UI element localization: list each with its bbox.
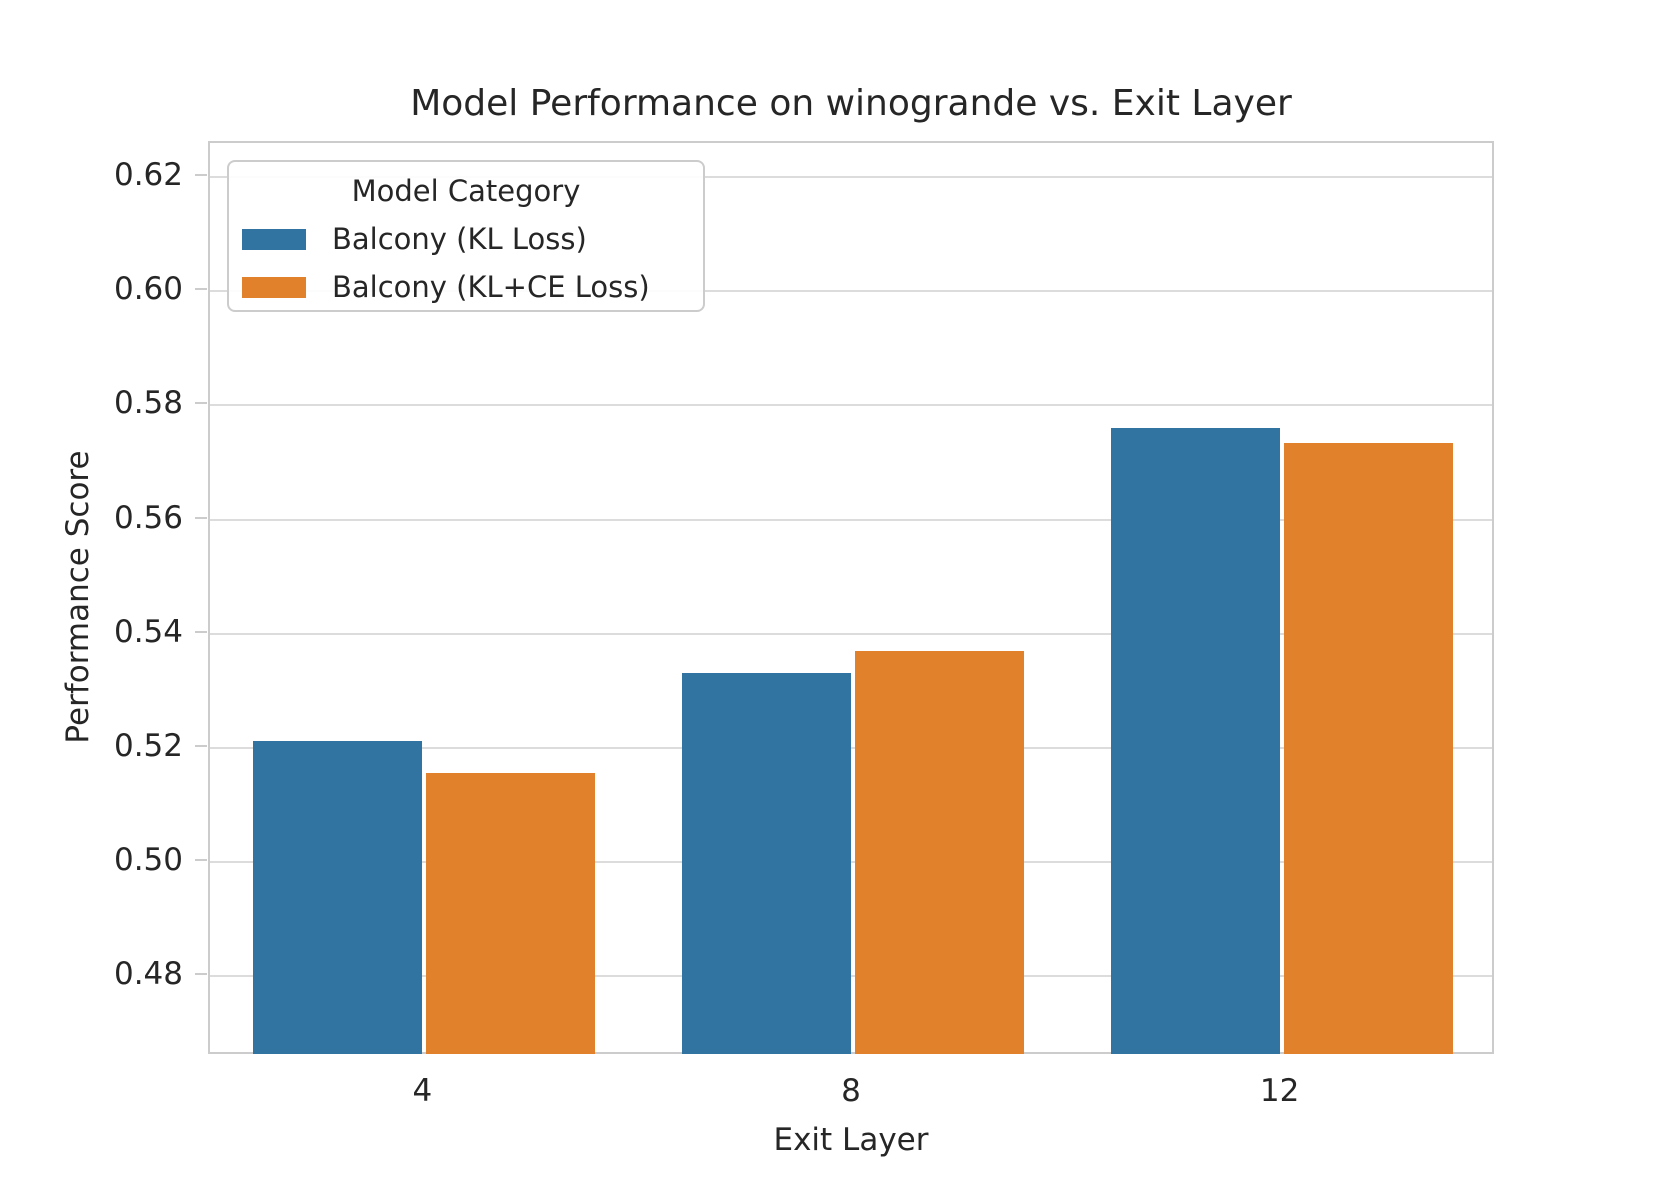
y-tick-mark (195, 516, 207, 519)
y-tick-label: 0.48 (113, 956, 183, 993)
x-axis-label: Exit Layer (773, 1122, 929, 1158)
bar-balcony-kl-loss--x4 (253, 741, 423, 1054)
legend-item: Balcony (KL+CE Loss) (242, 270, 650, 304)
bar-balcony-kl-ce-loss--x8 (855, 650, 1024, 1054)
y-tick-label: 0.54 (113, 613, 183, 650)
gridline (210, 518, 1492, 521)
gridline (210, 632, 1492, 635)
y-tick-mark (195, 973, 207, 976)
x-tick-label: 8 (841, 1073, 861, 1109)
y-tick-label: 0.62 (113, 157, 183, 194)
bar-balcony-kl-loss--x8 (682, 673, 851, 1054)
y-tick-mark (195, 744, 207, 747)
y-tick-label: 0.60 (113, 271, 183, 308)
y-tick-label: 0.58 (113, 385, 183, 422)
gridline (210, 860, 1492, 863)
y-tick-label: 0.56 (113, 499, 183, 536)
y-tick-mark (195, 174, 207, 177)
plot-area: Model Category Balcony (KL Loss) Balcony … (208, 141, 1494, 1054)
bar-balcony-kl-ce-loss--x12 (1283, 442, 1453, 1054)
legend-item-label: Balcony (KL+CE Loss) (332, 270, 650, 304)
bar-balcony-kl-loss--x12 (1110, 427, 1280, 1054)
bar-balcony-kl-ce-loss--x4 (426, 772, 596, 1054)
y-tick-mark (195, 288, 207, 291)
legend: Model Category Balcony (KL Loss) Balcony … (227, 160, 705, 312)
legend-item: Balcony (KL Loss) (242, 222, 587, 256)
y-tick-mark (195, 402, 207, 405)
gridline (210, 290, 1492, 293)
y-tick-label: 0.50 (113, 841, 183, 878)
y-tick-label: 0.52 (113, 727, 183, 764)
y-tick-mark (195, 630, 207, 633)
legend-swatch-icon (242, 276, 306, 298)
chart-title: Model Performance on winogrande vs. Exit… (410, 83, 1292, 124)
legend-swatch-icon (242, 228, 306, 250)
legend-item-label: Balcony (KL Loss) (332, 222, 587, 256)
y-tick-mark (195, 858, 207, 861)
gridline (210, 746, 1492, 749)
legend-title: Model Category (351, 174, 581, 208)
gridline (210, 404, 1492, 407)
y-axis-label: Performance Score (60, 450, 96, 744)
gridline (210, 975, 1492, 978)
x-tick-label: 4 (412, 1073, 433, 1109)
x-tick-label: 12 (1259, 1073, 1300, 1109)
gridline (210, 176, 1492, 179)
